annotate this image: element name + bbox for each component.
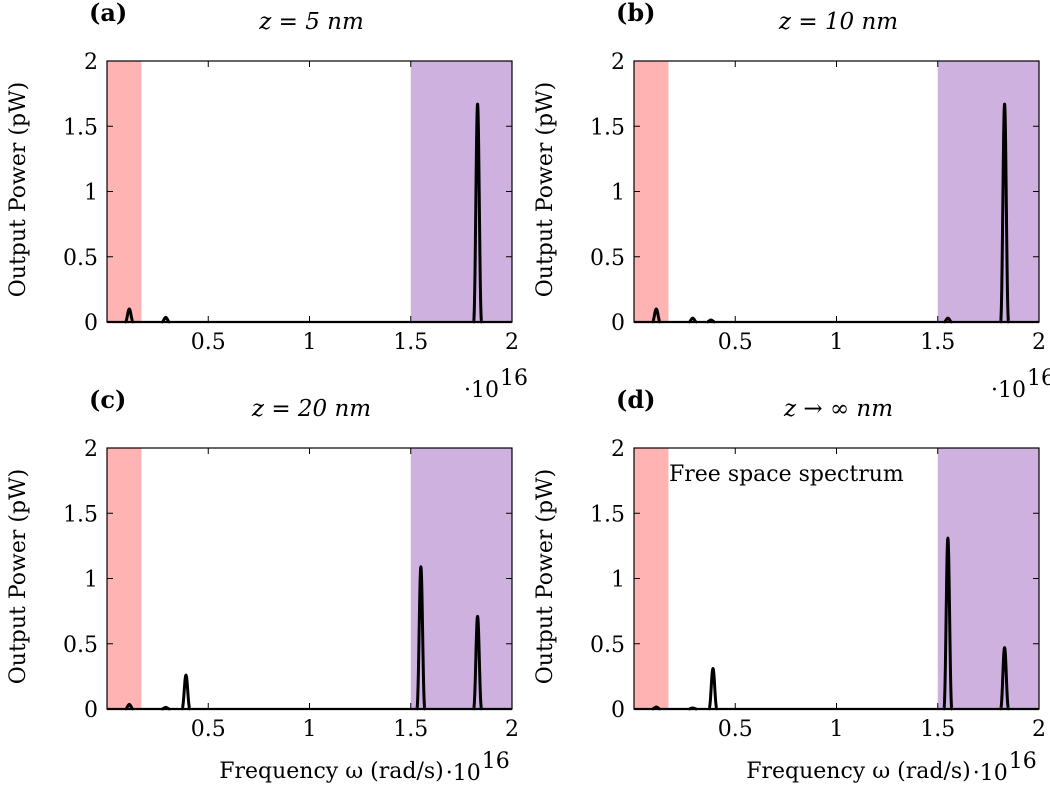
chart-1-x-tick-label-2: 1 [303,330,317,355]
chart-3-x-tick-label-2: 1 [303,717,317,742]
chart-3-y-tick-label-1: 0 [84,698,98,723]
chart-2-peak-1 [650,307,662,324]
chart-3-band-purple [410,448,512,709]
chart-4-y-tick-label-5: 2 [611,437,625,462]
chart-3-peak-5 [472,614,484,711]
chart-4-y-tick-label-2: 0.5 [590,633,625,658]
chart-1-peak-3 [472,102,484,324]
chart-1-title: z = 5 nm [258,9,364,35]
chart-3-x-axis-label: Frequency ω (rad/s) [219,759,444,784]
chart-2-x-multiplier: ·10 [991,378,1026,403]
chart-4-y-tick-label-1: 0 [611,698,625,723]
chart-2-y-tick-label-2: 0.5 [590,246,625,271]
chart-1-y-tick-label-5: 2 [84,50,98,75]
chart-4: 0.5 1 1.5 2 0 0.5 1 1.5 2 Output Power (pW) (d) z →… [533,385,1046,786]
chart-2-y-axis-label: Output Power (pW) [533,82,558,298]
chart-3-title: z = 20 nm [251,396,371,422]
chart-1-y-tick-label-4: 1.5 [63,115,98,140]
chart-1-y-tick-label-2: 0.5 [63,246,98,271]
chart-4-x-multiplier: ·10 [973,761,1008,786]
chart-2-peak-5 [999,102,1011,324]
chart-2-x-tick-label-4: 2 [1032,330,1046,355]
chart-4-peak-4 [942,536,954,711]
chart-3-x-tick-label-1: 0.5 [191,717,226,742]
chart-4-band-purple [937,448,1039,709]
chart-1-y-tick-label-3: 1 [84,181,98,206]
chart-3-y-tick-label-4: 1.5 [63,502,98,527]
chart-4-peak-5 [999,646,1011,711]
chart-2-title: z = 10 nm [778,9,898,35]
chart-3-y-tick-label-3: 1 [84,568,98,593]
chart-3-x-multiplier-exp: 16 [482,749,510,774]
chart-2-x-tick-label-2: 1 [830,330,844,355]
chart-3-y-tick-label-5: 2 [84,437,98,462]
chart-4-x-tick-label-4: 2 [1032,717,1046,742]
chart-1-peak-1 [123,307,135,324]
chart-1: 0.5 1 1.5 2 0 0.5 1 1.5 2 Output Power (pW) (a) z =… [6,0,528,403]
chart-2-y-tick-label-4: 1.5 [590,115,625,140]
chart-4-panel-label: (d) [616,385,656,414]
chart-3-x-tick-label-4: 2 [505,717,519,742]
chart-3-x-tick-label-3: 1.5 [393,717,428,742]
chart-3: 0.5 1 1.5 2 0 0.5 1 1.5 2 Output Power (pW) (c) z =… [6,385,519,786]
chart-2-panel-label: (b) [616,0,656,27]
chart-3-y-axis-label: Output Power (pW) [6,469,31,685]
chart-4-x-multiplier-exp: 16 [1009,749,1037,774]
chart-2-peak-2 [688,316,698,324]
chart-2-y-tick-label-3: 1 [611,181,625,206]
chart-1-x-multiplier: ·10 [464,378,499,403]
chart-1-x-tick-label-3: 1.5 [393,330,428,355]
chart-2-x-multiplier-exp: 16 [1027,366,1050,391]
chart-2-peak-4 [943,316,953,324]
chart-1-panel-label: (a) [89,0,127,27]
chart-2-x-tick-label-3: 1.5 [920,330,955,355]
chart-4-title: z → ∞ nm [783,396,893,422]
chart-3-peak-1 [124,702,134,711]
chart-3-x-multiplier: ·10 [446,761,481,786]
chart-2-x-tick-label-1: 0.5 [718,330,753,355]
chart-1-band-purple [410,61,512,322]
chart-1-x-tick-label-1: 0.5 [191,330,226,355]
chart-1-x-tick-label-4: 2 [505,330,519,355]
chart-1-x-multiplier-exp: 16 [500,366,528,391]
chart-2-y-tick-label-1: 0 [611,311,625,336]
chart-3-peak-3 [180,673,192,711]
chart-3-peak-4 [415,565,427,711]
chart-4-annotation: Free space spectrum [669,462,904,487]
chart-3-panel-label: (c) [89,385,126,414]
chart-2: 0.5 1 1.5 2 0 0.5 1 1.5 2 Output Power (pW) (b) z =… [533,0,1050,403]
chart-3-y-tick-label-2: 0.5 [63,633,98,658]
chart-4-peak-3 [707,667,719,711]
chart-4-y-tick-label-3: 1 [611,568,625,593]
chart-4-x-tick-label-3: 1.5 [920,717,955,742]
chart-4-x-tick-label-1: 0.5 [718,717,753,742]
chart-2-band-purple [937,61,1039,322]
chart-2-y-tick-label-5: 2 [611,50,625,75]
chart-4-y-axis-label: Output Power (pW) [533,469,558,685]
chart-4-x-tick-label-2: 1 [830,717,844,742]
chart-1-peak-2 [161,315,171,324]
chart-1-y-tick-label-1: 0 [84,311,98,336]
chart-4-y-tick-label-4: 1.5 [590,502,625,527]
chart-4-x-axis-label: Frequency ω (rad/s) [746,759,971,784]
chart-1-y-axis-label: Output Power (pW) [6,82,31,298]
